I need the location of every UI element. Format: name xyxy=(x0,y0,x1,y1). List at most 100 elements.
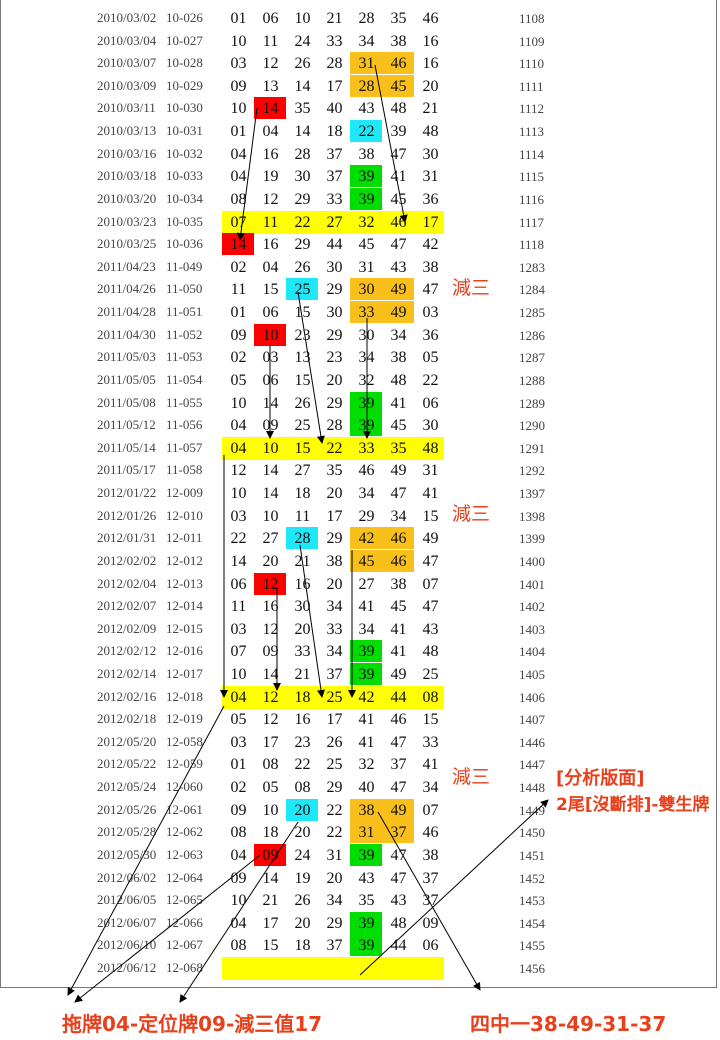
draw-index: 1449 xyxy=(519,802,545,818)
number-cell: 45 xyxy=(350,549,382,572)
number-cell: 22 xyxy=(326,439,343,457)
draw-index: 1112 xyxy=(519,101,545,117)
table-row: 2012/05/30 12-063 04 09 24 31 39 47 38 1451 xyxy=(0,843,720,867)
number-cell: 48 xyxy=(422,123,439,141)
number-cell: 04 xyxy=(230,846,247,864)
number-cell: 26 xyxy=(294,394,311,412)
draw-index: 1401 xyxy=(519,576,545,592)
number-cell: 39 xyxy=(350,934,382,957)
number-cell: 07 xyxy=(230,643,247,661)
draw-index: 1111 xyxy=(519,78,544,94)
draw-issue: 10-028 xyxy=(166,55,203,71)
number-cell: 12 xyxy=(230,462,247,480)
number-cell: 34 xyxy=(390,507,407,525)
number-cell: 46 xyxy=(382,549,414,572)
draw-date: 2011/04/30 xyxy=(97,326,156,342)
number-cell: 17 xyxy=(326,711,343,729)
draw-date: 2011/05/14 xyxy=(97,439,156,455)
number-cell: 02 xyxy=(230,349,247,367)
draw-issue: 12-011 xyxy=(166,530,203,546)
draw-index: 1407 xyxy=(519,712,545,728)
number-cell: 04 xyxy=(230,145,247,163)
number-cell: 18 xyxy=(326,123,343,141)
number-cell: 22 xyxy=(326,801,343,819)
number-cell: 48 xyxy=(422,439,439,457)
number-cell: 06 xyxy=(262,10,279,27)
number-cell: 34 xyxy=(326,598,343,616)
number-cell: 45 xyxy=(390,417,407,435)
draw-index: 1114 xyxy=(519,146,545,162)
number-cell: 39 xyxy=(350,165,382,188)
table-row: 2010/03/04 10-027 10 11 24 33 34 38 16 1109 xyxy=(0,30,720,53)
draw-issue: 12-019 xyxy=(166,711,203,727)
draw-date: 2012/02/07 xyxy=(97,598,157,614)
draw-index: 1117 xyxy=(519,214,545,230)
draw-issue: 11-057 xyxy=(166,439,203,455)
number-cell: 04 xyxy=(230,914,247,932)
number-cell: 47 xyxy=(390,733,407,751)
number-cell: 21 xyxy=(422,100,439,118)
number-cell: 49 xyxy=(390,462,407,480)
number-cell xyxy=(382,957,414,980)
draw-index: 1287 xyxy=(519,350,545,366)
table-row: 2011/05/08 11-055 10 14 26 29 39 41 06 1289 xyxy=(0,391,720,415)
row-highlight xyxy=(222,436,444,460)
number-cell: 18 xyxy=(294,485,311,503)
draw-index: 1452 xyxy=(519,870,545,886)
draw-date: 2012/05/28 xyxy=(97,824,157,840)
number-cell: 37 xyxy=(422,892,439,910)
number-cell: 30 xyxy=(326,258,343,276)
table-row: 2012/02/12 12-016 07 09 33 34 39 41 48 1404 xyxy=(0,640,720,663)
table-row: 2012/05/20 12-058 03 17 23 26 41 47 33 1446 xyxy=(0,731,720,754)
table-row: 2010/03/16 10-032 04 16 28 37 38 47 30 1114 xyxy=(0,143,720,166)
draw-date: 2012/06/05 xyxy=(97,892,157,908)
draw-date: 2012/02/02 xyxy=(97,552,157,568)
number-cell: 25 xyxy=(294,417,311,435)
number-cell: 09 xyxy=(262,643,279,661)
number-cell: 34 xyxy=(390,326,407,344)
number-cell: 14 xyxy=(230,552,247,570)
number-cell: 33 xyxy=(350,301,382,324)
number-cell: 22 xyxy=(294,213,311,231)
number-cell: 08 xyxy=(230,937,247,955)
number-cell: 03 xyxy=(422,304,439,322)
number-cell: 12 xyxy=(262,620,279,638)
number-cell: 28 xyxy=(350,74,382,97)
number-cell: 41 xyxy=(390,394,407,412)
draw-issue: 11-054 xyxy=(166,371,203,387)
number-cell: 32 xyxy=(358,371,375,389)
number-cell: 32 xyxy=(358,213,375,231)
number-cell: 11 xyxy=(262,213,279,231)
draw-index: 1292 xyxy=(519,463,545,479)
number-cell: 18 xyxy=(294,688,311,706)
number-cell: 27 xyxy=(262,530,279,548)
number-cell: 30 xyxy=(358,326,375,344)
number-cell: 41 xyxy=(358,711,375,729)
draw-date: 2012/02/16 xyxy=(97,688,157,704)
number-cell: 09 xyxy=(230,801,247,819)
draw-index: 1284 xyxy=(519,282,545,298)
number-cell: 33 xyxy=(422,733,439,751)
draw-issue: 12-067 xyxy=(166,937,203,953)
number-cell: 41 xyxy=(358,733,375,751)
draw-index: 1290 xyxy=(519,418,545,434)
number-cell: 12 xyxy=(262,688,279,706)
number-cell: 16 xyxy=(422,55,439,73)
table-row: 2011/05/17 11-058 12 14 27 35 46 49 31 1292 xyxy=(0,459,720,482)
draw-issue: 12-068 xyxy=(166,960,203,976)
analysis-title: [分析版面] xyxy=(556,768,645,789)
draw-date: 2011/05/03 xyxy=(97,349,156,365)
number-cell: 14 xyxy=(262,665,279,683)
number-cell: 41 xyxy=(358,598,375,616)
number-cell: 08 xyxy=(422,688,439,706)
number-cell: 37 xyxy=(382,821,414,844)
table-row: 2011/05/12 11-056 04 09 25 28 39 45 30 1290 xyxy=(0,414,720,437)
number-cell: 49 xyxy=(382,798,414,821)
number-cell: 46 xyxy=(390,711,407,729)
draw-issue: 12-016 xyxy=(166,643,203,659)
table-row: 2010/03/20 10-034 08 12 29 33 39 45 36 1116 xyxy=(0,187,720,211)
number-cell: 47 xyxy=(390,869,407,887)
number-cell: 38 xyxy=(350,798,382,821)
number-cell: 14 xyxy=(262,462,279,480)
number-cell: 37 xyxy=(326,168,343,186)
